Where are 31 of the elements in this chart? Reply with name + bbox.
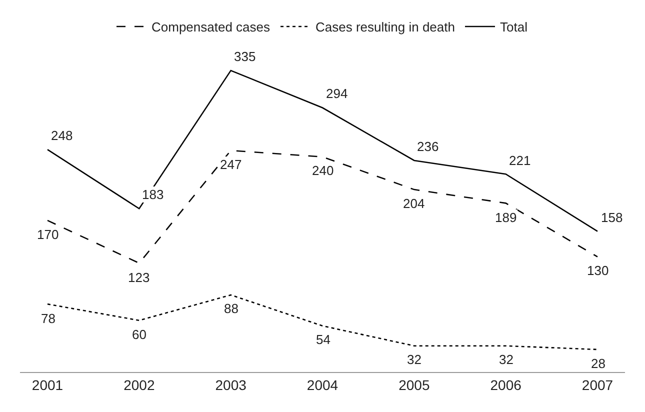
data-label: 294 — [326, 86, 348, 101]
legend-label: Cases resulting in death — [316, 20, 455, 35]
data-label: 240 — [312, 163, 334, 178]
legend-label: Total — [500, 20, 528, 35]
data-label: 158 — [601, 210, 623, 225]
data-label: 221 — [509, 153, 531, 168]
x-tick-label: 2003 — [215, 376, 247, 393]
data-label: 236 — [417, 139, 439, 154]
data-label: 183 — [142, 187, 164, 202]
data-label: 247 — [220, 157, 242, 172]
data-label: 130 — [587, 263, 609, 278]
data-label: 60 — [132, 327, 146, 342]
data-label: 123 — [128, 270, 150, 285]
data-label: 32 — [407, 352, 422, 367]
x-tick-label: 2001 — [32, 376, 64, 393]
x-tick-label: 2004 — [306, 376, 338, 393]
x-tick-label: 2006 — [490, 376, 522, 393]
data-label: 32 — [499, 352, 514, 367]
legend-label: Compensated cases — [152, 20, 271, 35]
x-tick-label: 2005 — [398, 376, 430, 393]
data-label: 248 — [51, 128, 73, 143]
data-label: 28 — [591, 356, 606, 371]
data-label: 78 — [41, 311, 56, 326]
x-tick-label: 2002 — [124, 376, 155, 393]
data-label: 88 — [224, 301, 238, 316]
data-label: 335 — [234, 49, 256, 64]
x-tick-label: 2007 — [582, 376, 614, 393]
data-label: 189 — [495, 210, 517, 225]
data-label: 170 — [37, 227, 59, 242]
data-label: 54 — [316, 332, 330, 347]
data-label: 204 — [403, 196, 425, 211]
